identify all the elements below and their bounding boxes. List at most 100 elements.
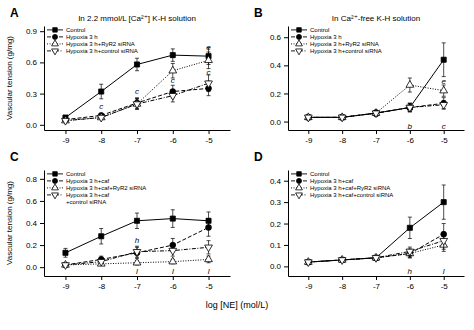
series — [63, 81, 212, 122]
point — [134, 218, 139, 223]
legend-label-line: Hypoxia 3 h+control siRNA — [66, 48, 138, 54]
series-line — [308, 103, 443, 117]
point — [304, 260, 312, 267]
point — [372, 256, 380, 263]
error-bar — [207, 219, 211, 237]
legend-marker — [52, 178, 57, 183]
legend-marker — [297, 28, 301, 32]
y-axis-title: Vascular tension (g/mg) — [5, 36, 14, 120]
series — [62, 241, 213, 270]
tick: 0.4 — [270, 61, 288, 70]
tick: -7 — [373, 276, 381, 291]
tick: -5 — [441, 130, 449, 145]
series-line — [308, 85, 443, 117]
panel-label: D — [254, 150, 263, 164]
tick-label: 0.8 — [26, 175, 38, 184]
tick-label: -7 — [134, 136, 142, 145]
legend-label-line: Hypoxia 3 h+RyR2 siRNA — [310, 41, 379, 47]
tick: 0.0 — [270, 118, 288, 127]
point — [372, 111, 380, 118]
legend-item: Hypoxia 3 h+control siRNA — [47, 48, 138, 55]
tick: -8 — [98, 130, 106, 145]
tick: 0.3 — [270, 198, 288, 207]
tick-mark — [209, 130, 210, 134]
tick-label: -5 — [441, 282, 449, 291]
point — [206, 225, 212, 231]
tick-label: 0.0 — [26, 263, 38, 272]
legend-label: Hypoxia 3 h+caf+RyR2 siRNA — [310, 185, 390, 191]
point — [133, 249, 141, 256]
point — [441, 57, 446, 62]
point — [62, 118, 70, 125]
legend-label: Hypoxia 3 h+control siRNA — [66, 48, 138, 54]
panel: -9-8-7-6-50.00.20.40.60.8Vascular tensio… — [5, 150, 231, 291]
tick-label: 0.3 — [26, 90, 38, 99]
tick-mark — [284, 37, 288, 38]
legend-label: Hypoxia 3 h+control siRNA — [310, 48, 382, 54]
series — [305, 224, 446, 265]
error-bar — [442, 43, 446, 77]
axis-line — [44, 171, 45, 277]
tick-label: -9 — [62, 282, 70, 291]
legend-label-line: Hypoxia 3 h+caf+RyR2 siRNA — [310, 185, 390, 191]
series-line — [65, 60, 208, 120]
error-bar — [135, 58, 139, 70]
tick-label: 0.2 — [270, 90, 282, 99]
tick: -9 — [62, 276, 70, 291]
annotation: l — [208, 267, 210, 276]
annotation: c — [99, 102, 103, 111]
tick-label: -8 — [98, 282, 106, 291]
tick-label: -6 — [170, 282, 178, 291]
legend-marker — [296, 184, 303, 190]
annotation: e — [441, 77, 446, 86]
tick: -6 — [170, 130, 178, 145]
legend-marker — [296, 193, 303, 199]
tick-mark — [376, 276, 377, 280]
point — [169, 93, 177, 100]
point — [406, 81, 414, 88]
legend-label: Hypoxia 3 h+caf+RyR2 siRNA — [66, 185, 146, 191]
tick: 0.6 — [26, 197, 44, 206]
annotation: c — [207, 68, 211, 77]
point — [133, 102, 141, 109]
legend-marker — [52, 49, 59, 55]
axis-line — [288, 171, 289, 277]
legend-item: Hypoxia 3 h — [291, 34, 342, 40]
tick-mark — [284, 202, 288, 203]
tick-label: 0.3 — [270, 198, 282, 207]
tick-mark — [40, 201, 44, 202]
annotation: b — [408, 122, 413, 131]
legend-label: Hypoxia 3 h — [66, 34, 98, 40]
tick-mark — [40, 94, 44, 95]
legend-label: Control — [66, 27, 85, 33]
error-bar — [171, 210, 175, 228]
tick: 0.2 — [26, 241, 44, 250]
legend-label: Hypoxia 3 h+RyR2 siRNA — [310, 41, 379, 47]
legend-label-line: Hypoxia 3 h+caf — [66, 178, 110, 184]
error-bar — [63, 248, 67, 257]
point — [440, 102, 448, 109]
error-bar — [135, 213, 139, 228]
annotation: c — [135, 87, 139, 96]
tick-mark — [40, 62, 44, 63]
tick: 0.8 — [26, 175, 44, 184]
x-axis: -9-8-7-6-5 — [45, 276, 231, 291]
tick-mark — [342, 130, 343, 134]
legend: ControlHypoxia 3 h+cafHypoxia 3 h+caf+Ry… — [47, 171, 146, 205]
tick-label: 0.9 — [26, 27, 38, 36]
tick-mark — [137, 276, 138, 280]
point — [97, 115, 105, 122]
point — [169, 248, 177, 255]
legend-item: Control — [47, 171, 85, 177]
series — [304, 239, 447, 265]
legend-label: Hypoxia 3 h+caf+control siRNA — [66, 192, 110, 205]
error-bar — [99, 84, 103, 99]
tick-mark — [342, 276, 343, 280]
series-line — [308, 105, 443, 118]
tick: 0.1 — [270, 241, 288, 250]
legend-label-line: Hypoxia 3 h — [310, 34, 342, 40]
tick-mark — [40, 179, 44, 180]
point — [63, 250, 68, 255]
figure: -9-8-7-6-50.00.30.60.9In 2.2 mmol/L [Ca²… — [0, 0, 474, 330]
legend-label-line: Hypoxia 3 h+caf+RyR2 siRNA — [66, 185, 146, 191]
